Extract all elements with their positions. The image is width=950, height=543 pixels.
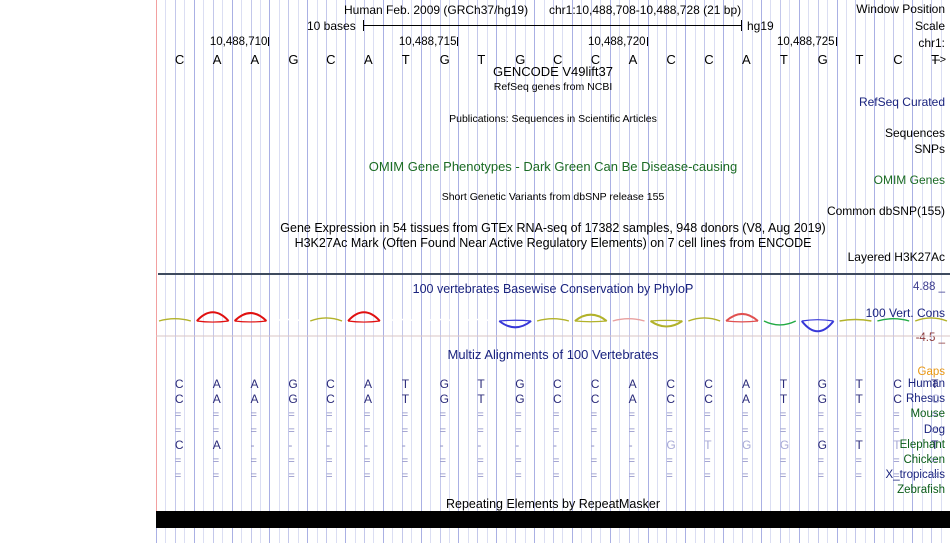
window-position-label: Window Position (856, 2, 945, 16)
conservation-bar (536, 318, 570, 322)
alignment-row: = = = = = = = = = = = = = = = = = = = = = (174, 409, 938, 422)
publications-track-title: Publications: Sequences in Scientific Ar… (449, 113, 657, 125)
conservation-bar (196, 311, 230, 323)
track-label-omim-genes[interactable]: OMIM Genes (873, 173, 945, 187)
strand-arrow-label: ---> (931, 54, 946, 66)
position-range: chr1:10,488,708-10,488,728 (21 bp) (549, 3, 742, 17)
conservation-bar (800, 319, 835, 333)
ruler-tick-label: 10,488,720 (587, 36, 646, 48)
alignment-row: = = = = = = = = = = = = = = = = = = = = = (174, 470, 938, 483)
center-guide-line (156, 0, 157, 528)
species-label-zebrafish[interactable]: Zebrafish (897, 484, 945, 497)
h3k27ac-track-title: H3K27Ac Mark (Often Found Near Active Re… (294, 236, 812, 250)
track-label-layered-h3k27ac[interactable]: Layered H3K27Ac (847, 250, 945, 264)
repeatmasker-feature-bar[interactable] (156, 511, 950, 528)
species-label-dog[interactable]: Dog (923, 423, 945, 436)
ruler-tick-label: 10,488,725 (777, 36, 835, 48)
conservation-bar (309, 317, 343, 322)
track-label-refseq-curated[interactable]: RefSeq Curated (858, 95, 945, 109)
ruler-tick-mark (268, 37, 269, 46)
species-label-mouse[interactable]: Mouse (910, 408, 945, 421)
refseq-track-title: RefSeq genes from NCBI (493, 81, 613, 93)
assembly-db-label: hg19 (747, 19, 774, 33)
omim-track-title: OMIM Gene Phenotypes - Dark Green Can Be… (368, 159, 738, 174)
ruler-tick-mark (457, 37, 458, 46)
conservation-bar (688, 317, 721, 322)
ruler-tick-label: 10,488,710 (209, 36, 268, 48)
species-label-elephant[interactable]: Elephant (899, 438, 945, 451)
track-label-common-dbsnp[interactable]: Common dbSNP(155) (826, 204, 945, 218)
gaps-label: Gaps (917, 366, 946, 378)
phylop-track-title: 100 vertebrates Basewise Conservation by… (412, 282, 694, 296)
conservation-bar (347, 311, 381, 323)
track-label-snps[interactable]: SNPs (914, 142, 945, 156)
species-label-rhesus[interactable]: Rhesus (906, 393, 945, 406)
track-label-sequences[interactable]: Sequences (884, 126, 945, 140)
dbsnp-track-title: Short Genetic Variants from dbSNP releas… (441, 191, 665, 203)
conservation-bar (498, 319, 532, 329)
conservation-bar (839, 318, 872, 322)
gencode-track-title: GENCODE V49lift37 (493, 64, 613, 79)
alignment-row (0, 484, 950, 497)
ruler-tick-mark (647, 37, 648, 46)
phylop-conservation-plot[interactable] (156, 281, 950, 337)
species-label-human[interactable]: Human (907, 378, 945, 390)
gtex-track-title: Gene Expression in 54 tissues from GTEx … (280, 221, 826, 235)
conservation-min-value: -4.5 _ (915, 332, 945, 344)
conservation-bar (385, 318, 418, 322)
conservation-bar (272, 318, 305, 322)
species-label-x_tropicalis[interactable]: X_tropicalis (885, 469, 945, 482)
conservation-bar (574, 313, 608, 323)
conservation-bar (725, 312, 759, 323)
conservation-bar (423, 318, 456, 322)
alignment-row: = = = = = = = = = = = = = = = = = = = = = (174, 424, 938, 437)
scale-value: 10 bases (307, 19, 356, 33)
track-label-100-vert-cons[interactable]: 100 Vert. Cons (865, 306, 945, 320)
conservation-bar (158, 318, 192, 322)
repeatmasker-track-title: Repeating Elements by RepeatMasker (445, 497, 660, 511)
conservation-bar (763, 320, 797, 326)
conservation-bar (649, 319, 683, 328)
assembly-title: Human Feb. 2009 (GRCh37/hg19) (344, 3, 529, 17)
conservation-bar (877, 318, 910, 322)
conservation-top-border (158, 273, 950, 275)
species-label-chicken[interactable]: Chicken (903, 454, 945, 466)
conservation-bar (461, 318, 494, 322)
scale-label: Scale (914, 19, 945, 33)
conservation-bar (914, 317, 948, 322)
ruler-tick-mark (836, 37, 837, 46)
scale-bar (363, 20, 742, 31)
conservation-bar (612, 318, 645, 322)
multiz-track-title: Multiz Alignments of 100 Vertebrates (447, 347, 659, 362)
conservation-max-value: 4.88 _ (913, 281, 945, 293)
alignment-row: = = = = = = = = = = = = = = = = = = = = = (174, 455, 938, 467)
ruler-tick-label: 10,488,715 (398, 36, 457, 48)
chromosome-label: chr1: (918, 36, 945, 50)
conservation-bar (233, 312, 268, 323)
